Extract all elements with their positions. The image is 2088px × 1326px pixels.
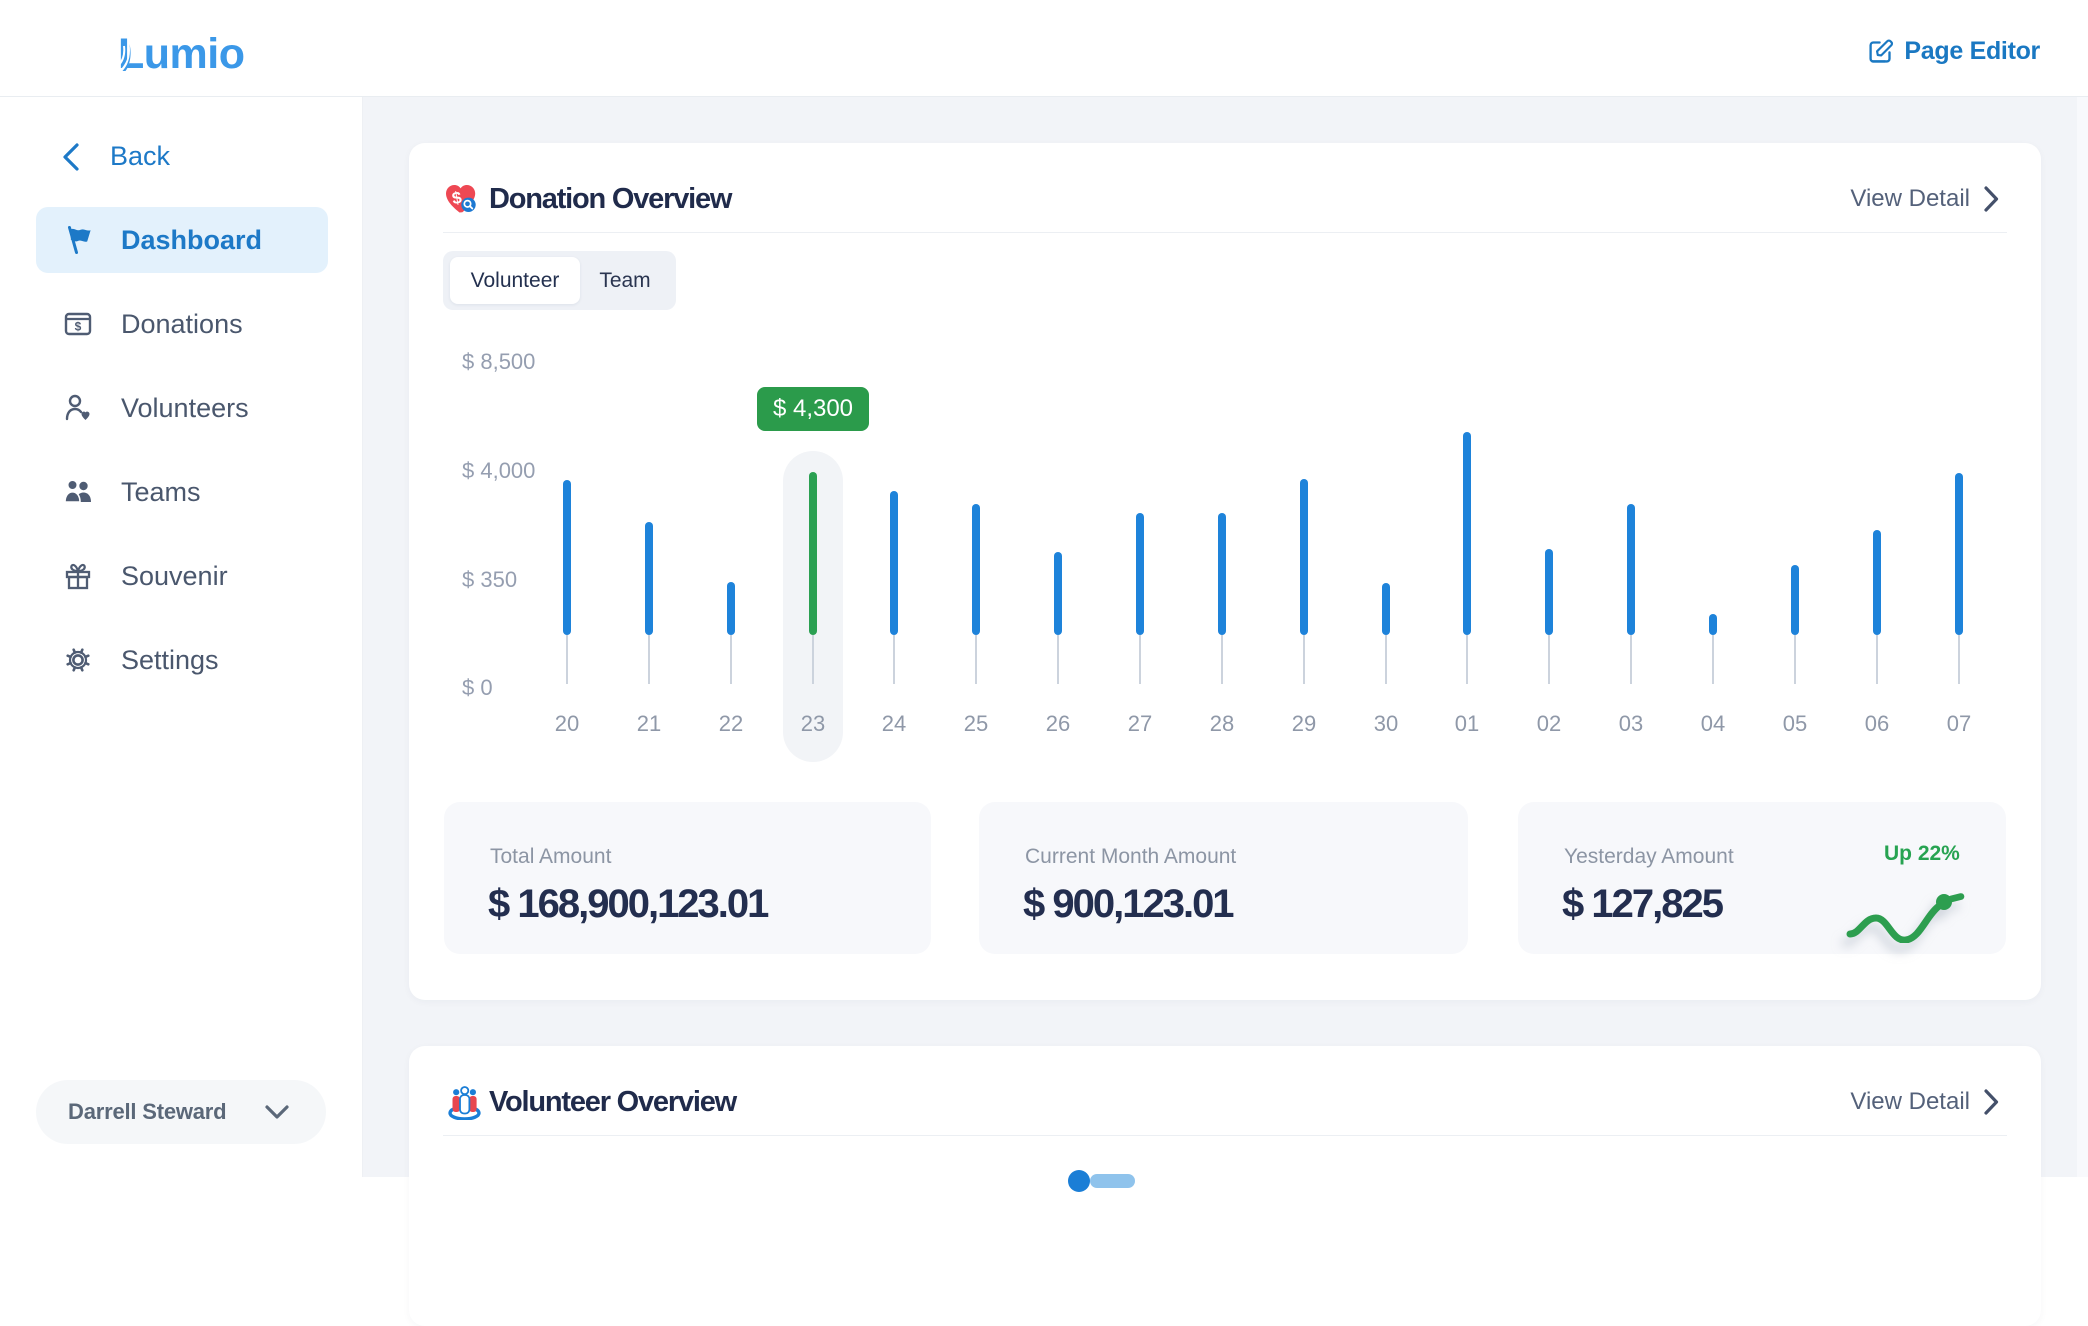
svg-text:$: $: [75, 320, 82, 334]
svg-text:$: $: [451, 188, 464, 208]
